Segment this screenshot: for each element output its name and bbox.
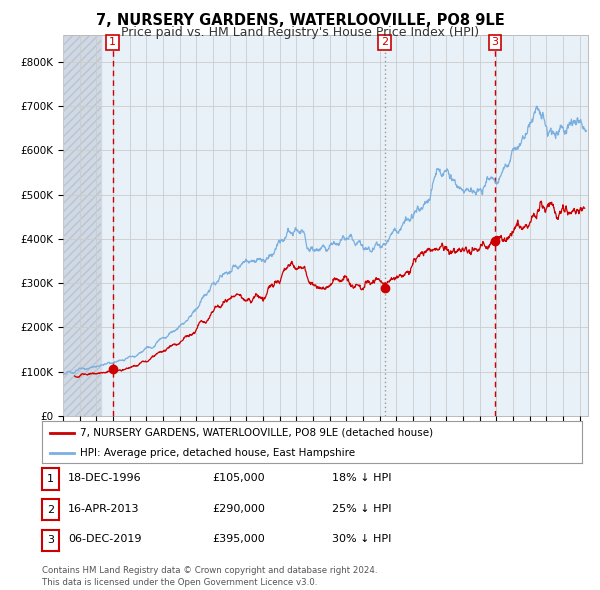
- Text: 18% ↓ HPI: 18% ↓ HPI: [332, 473, 391, 483]
- Text: Price paid vs. HM Land Registry's House Price Index (HPI): Price paid vs. HM Land Registry's House …: [121, 26, 479, 39]
- Text: 1: 1: [47, 474, 54, 484]
- Text: 7, NURSERY GARDENS, WATERLOOVILLE, PO8 9LE: 7, NURSERY GARDENS, WATERLOOVILLE, PO8 9…: [95, 13, 505, 28]
- Text: £395,000: £395,000: [212, 535, 265, 544]
- Text: 3: 3: [491, 37, 499, 47]
- Text: HPI: Average price, detached house, East Hampshire: HPI: Average price, detached house, East…: [80, 448, 355, 457]
- Text: 3: 3: [47, 536, 54, 545]
- Text: 18-DEC-1996: 18-DEC-1996: [68, 473, 142, 483]
- Text: 30% ↓ HPI: 30% ↓ HPI: [332, 535, 391, 544]
- Text: £290,000: £290,000: [212, 504, 265, 513]
- Text: 2: 2: [47, 505, 54, 514]
- Text: £105,000: £105,000: [212, 473, 265, 483]
- Text: 2: 2: [381, 37, 388, 47]
- Text: 06-DEC-2019: 06-DEC-2019: [68, 535, 142, 544]
- Text: 16-APR-2013: 16-APR-2013: [68, 504, 139, 513]
- Polygon shape: [63, 35, 101, 416]
- Text: 1: 1: [109, 37, 116, 47]
- Text: Contains HM Land Registry data © Crown copyright and database right 2024.
This d: Contains HM Land Registry data © Crown c…: [42, 566, 377, 587]
- Text: 7, NURSERY GARDENS, WATERLOOVILLE, PO8 9LE (detached house): 7, NURSERY GARDENS, WATERLOOVILLE, PO8 9…: [80, 428, 433, 438]
- Text: 25% ↓ HPI: 25% ↓ HPI: [332, 504, 391, 513]
